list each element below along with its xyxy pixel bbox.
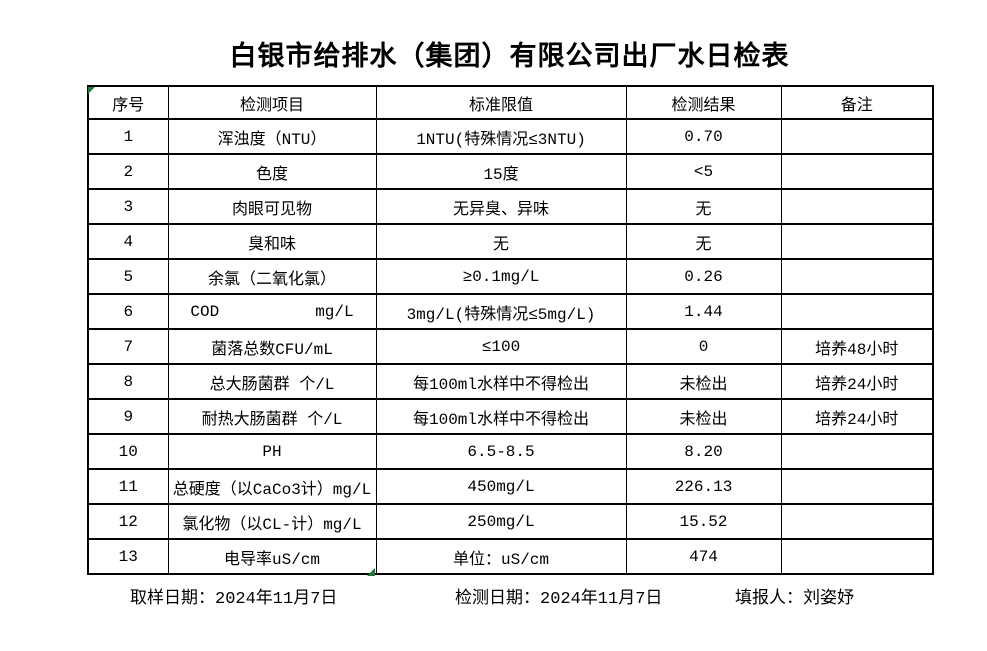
cell-note [780, 223, 934, 260]
cell-item: 耐热大肠菌群 个/L [167, 398, 377, 435]
excel-error-indicator-icon [88, 87, 95, 94]
cell-result: 0 [625, 328, 782, 365]
cell-note: 培养24小时 [780, 398, 934, 435]
cell-note [780, 188, 934, 225]
cell-item: PH [167, 433, 377, 470]
cell-note [780, 293, 934, 330]
table-row: 9 耐热大肠菌群 个/L 每100ml水样中不得检出 未检出 培养24小时 [87, 398, 934, 435]
column-header: 备注 [780, 85, 934, 120]
cell-note [780, 153, 934, 190]
cell-item: COD mg/L [167, 293, 377, 330]
cell-item: 余氯（二氧化氯） [167, 258, 377, 295]
cell-note: 培养48小时 [780, 328, 934, 365]
cell-item: 氯化物（以CL-计）mg/L [167, 503, 377, 540]
cell-result: 8.20 [625, 433, 782, 470]
cell-limit: 每100ml水样中不得检出 [375, 363, 627, 400]
column-header: 检测项目 [167, 85, 377, 120]
table-row: 1 浑浊度（NTU） 1NTU(特殊情况≤3NTU) 0.70 [87, 118, 934, 155]
cell-item: 色度 [167, 153, 377, 190]
cell-limit: 无 [375, 223, 627, 260]
table-row: 8 总大肠菌群 个/L 每100ml水样中不得检出 未检出 培养24小时 [87, 363, 934, 400]
column-header: 标准限值 [375, 85, 627, 120]
cell-note [780, 258, 934, 295]
cell-result: 474 [625, 538, 782, 575]
table-row: 6 COD mg/L 3mg/L(特殊情况≤5mg/L) 1.44 [87, 293, 934, 330]
table-row: 11 总硬度（以CaCo3计）mg/L 450mg/L 226.13 [87, 468, 934, 505]
cell-result: 0.26 [625, 258, 782, 295]
cell-result: 无 [625, 188, 782, 225]
cell-result: 无 [625, 223, 782, 260]
table-row: 5 余氯（二氧化氯） ≥0.1mg/L 0.26 [87, 258, 934, 295]
table-row: 10 PH 6.5-8.5 8.20 [87, 433, 934, 470]
footer: 取样日期：2024年11月7日 检测日期：2024年11月7日 填报人：刘姿妤 [0, 583, 987, 609]
cell-serial: 3 [87, 188, 169, 225]
cell-limit: 6.5-8.5 [375, 433, 627, 470]
water-quality-table: 序号 检测项目 标准限值 检测结果 备注 1 浑浊度（NTU） 1NTU(特殊情况≤3NTU… [87, 85, 934, 575]
table-row: 13 电导率uS/cm 单位：uS/cm 474 [87, 538, 934, 575]
cell-note [780, 468, 934, 505]
cell-limit: 无异臭、异味 [375, 188, 627, 225]
cell-serial: 12 [87, 503, 169, 540]
page-title: 白银市给排水（集团）有限公司出厂水日检表 [229, 41, 790, 71]
test-date-label: 检测日期：2024年11月7日 [455, 590, 663, 609]
cell-serial: 7 [87, 328, 169, 365]
cell-result: 15.52 [625, 503, 782, 540]
reporter-label: 填报人：刘姿妤 [735, 590, 854, 609]
cell-result: 未检出 [625, 363, 782, 400]
table-row: 4 臭和味无无 [87, 223, 934, 260]
cell-note [780, 503, 934, 540]
cell-result: 0.70 [625, 118, 782, 155]
cell-serial: 4 [87, 223, 169, 260]
cell-limit: 15度 [375, 153, 627, 190]
cell-serial: 2 [87, 153, 169, 190]
table-body: 1 浑浊度（NTU） 1NTU(特殊情况≤3NTU) 0.70 2 色度 15度 <5 3 肉眼可… [87, 118, 934, 575]
cell-item: 菌落总数CFU/mL [167, 328, 377, 365]
table-row: 12 氯化物（以CL-计）mg/L 250mg/L 15.52 [87, 503, 934, 540]
table-row: 7 菌落总数CFU/mL ≤100 0 培养48小时 [87, 328, 934, 365]
cell-result: <5 [625, 153, 782, 190]
cell-serial: 11 [87, 468, 169, 505]
table-row: 2 色度 15度 <5 [87, 153, 934, 190]
cell-limit: ≥0.1mg/L [375, 258, 627, 295]
cell-note [780, 538, 934, 575]
column-header: 检测结果 [625, 85, 782, 120]
excel-error-indicator-row13-icon [367, 568, 375, 576]
cell-serial: 8 [87, 363, 169, 400]
cell-limit: 1NTU(特殊情况≤3NTU) [375, 118, 627, 155]
cell-note [780, 433, 934, 470]
cell-serial: 13 [87, 538, 169, 575]
cell-item: 总大肠菌群 个/L [167, 363, 377, 400]
cell-limit: 250mg/L [375, 503, 627, 540]
cell-serial: 5 [87, 258, 169, 295]
cell-item: 浑浊度（NTU） [167, 118, 377, 155]
cell-item: 电导率uS/cm [167, 538, 377, 575]
cell-result: 未检出 [625, 398, 782, 435]
cell-limit: 单位：uS/cm [375, 538, 627, 575]
cell-limit: 3mg/L(特殊情况≤5mg/L) [375, 293, 627, 330]
table-row: 3 肉眼可见物 无异臭、异味无 [87, 188, 934, 225]
cell-limit: 每100ml水样中不得检出 [375, 398, 627, 435]
cell-result: 1.44 [625, 293, 782, 330]
column-header: 序号 [87, 85, 169, 120]
cell-item: 肉眼可见物 [167, 188, 377, 225]
cell-serial: 9 [87, 398, 169, 435]
cell-limit: 450mg/L [375, 468, 627, 505]
cell-item: 臭和味 [167, 223, 377, 260]
cell-limit: ≤100 [375, 328, 627, 365]
cell-note: 培养24小时 [780, 363, 934, 400]
cell-result: 226.13 [625, 468, 782, 505]
header-row: 序号 检测项目 标准限值 检测结果 备注 [87, 85, 934, 120]
cell-serial: 6 [87, 293, 169, 330]
sampling-date-label: 取样日期：2024年11月7日 [130, 590, 338, 609]
cell-item: 总硬度（以CaCo3计）mg/L [167, 468, 377, 505]
cell-serial: 10 [87, 433, 169, 470]
cell-note [780, 118, 934, 155]
cell-serial: 1 [87, 118, 169, 155]
